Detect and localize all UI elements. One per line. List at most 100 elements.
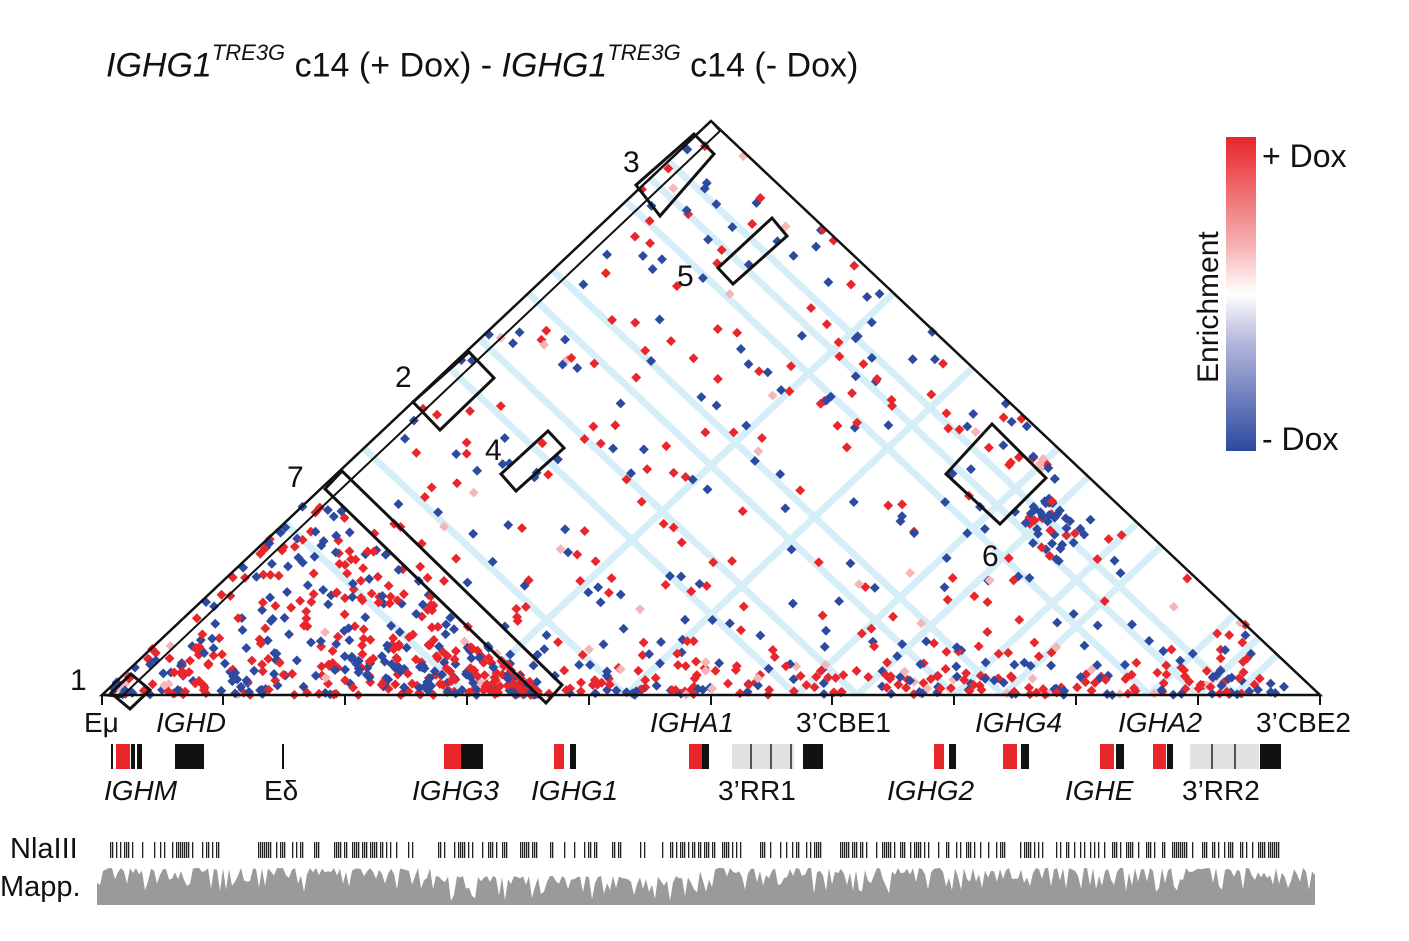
interaction-dot — [316, 661, 327, 672]
interaction-dot — [601, 670, 612, 681]
interaction-dot — [468, 487, 479, 498]
interaction-dot — [796, 330, 807, 341]
interaction-dot — [451, 449, 462, 459]
interaction-dot — [343, 623, 354, 634]
interaction-dot — [657, 254, 667, 265]
interaction-dot — [265, 592, 275, 603]
interaction-dot — [340, 675, 351, 686]
interaction-dot — [969, 591, 980, 602]
interaction-dot — [439, 521, 449, 532]
interaction-dot — [854, 579, 865, 590]
interaction-dot — [883, 500, 894, 511]
gene-block — [1116, 744, 1124, 769]
stripe — [464, 290, 897, 698]
interaction-dot — [437, 669, 447, 680]
interaction-dot — [650, 673, 661, 683]
interaction-dot — [998, 440, 1009, 451]
interaction-dot — [929, 354, 940, 365]
region-box-2 — [410, 349, 497, 433]
interaction-dot — [197, 629, 208, 640]
interaction-dot — [426, 622, 437, 633]
interaction-dot — [331, 588, 342, 598]
interaction-dot — [585, 659, 596, 670]
interaction-dot — [1092, 620, 1103, 631]
interaction-dot — [915, 659, 926, 670]
interaction-dot — [576, 677, 587, 688]
interaction-dot — [1179, 665, 1190, 676]
interaction-dot — [699, 183, 710, 194]
interaction-dot — [466, 653, 477, 664]
label-ighg4: IGHG4 — [975, 707, 1063, 738]
interaction-dot — [433, 507, 444, 518]
interaction-dot — [366, 588, 377, 599]
interaction-dot — [604, 679, 615, 690]
interaction-dot — [439, 575, 449, 586]
interaction-dot — [516, 523, 527, 534]
interaction-dot — [419, 681, 430, 692]
gene-block — [1003, 744, 1017, 769]
interaction-dot — [322, 505, 333, 515]
stripe — [647, 175, 1201, 698]
interaction-dot — [382, 640, 393, 651]
interaction-dot — [330, 665, 340, 676]
interaction-dot — [600, 268, 611, 279]
interaction-dot — [309, 551, 320, 562]
interaction-dot — [858, 359, 869, 369]
interaction-dot — [1069, 528, 1080, 539]
interaction-dot — [1024, 682, 1034, 693]
interaction-dot — [638, 637, 649, 648]
interaction-dot — [998, 412, 1009, 423]
interaction-dot — [666, 336, 676, 347]
interaction-dot — [358, 633, 369, 644]
interaction-dot — [762, 367, 773, 378]
interaction-dot — [1061, 523, 1072, 534]
interaction-dot — [1014, 614, 1025, 625]
interaction-dot — [392, 595, 403, 606]
interaction-dot — [929, 638, 939, 649]
interaction-dot — [503, 520, 514, 530]
interaction-dot — [344, 546, 355, 557]
interaction-dot — [940, 664, 951, 674]
interaction-dot — [753, 680, 763, 691]
interaction-dot — [598, 639, 609, 650]
stripe — [623, 365, 976, 698]
interaction-dot — [452, 478, 462, 489]
interaction-dot — [385, 591, 396, 602]
interaction-dot — [737, 506, 748, 517]
interaction-dot — [559, 665, 570, 676]
interaction-dot — [301, 613, 312, 624]
gene-block — [554, 744, 564, 769]
interaction-dot — [508, 338, 518, 349]
label-3cbe2: 3’CBE2 — [1256, 707, 1351, 738]
interaction-dot — [434, 679, 445, 690]
interaction-dot — [225, 590, 236, 601]
interaction-dot — [255, 548, 266, 559]
label-edelta: Eδ — [264, 775, 299, 806]
interaction-dot — [595, 597, 606, 608]
interaction-dot — [1100, 674, 1111, 685]
interaction-dot — [1025, 660, 1036, 671]
interaction-dot — [755, 630, 766, 641]
region-label-4: 4 — [485, 434, 502, 467]
interaction-dot — [1065, 516, 1075, 527]
interaction-dot — [654, 658, 665, 669]
interaction-dot — [1131, 657, 1142, 668]
interaction-dot — [208, 643, 219, 654]
track-label-nlaiii: NlaIII — [10, 833, 78, 865]
interaction-dot — [479, 670, 490, 681]
interaction-dot — [940, 497, 951, 508]
interaction-dot — [1027, 673, 1038, 684]
interaction-dot — [883, 420, 894, 431]
interaction-dot — [1061, 530, 1072, 541]
interaction-dot — [191, 613, 202, 624]
interaction-dot — [838, 670, 849, 680]
interaction-dot — [881, 682, 892, 693]
interaction-dot — [893, 679, 904, 690]
interaction-dot — [1237, 637, 1248, 648]
interaction-dot — [384, 598, 395, 609]
interaction-dot — [866, 623, 877, 634]
interaction-dot — [637, 650, 648, 661]
gene-block — [1153, 744, 1166, 769]
interaction-dot — [415, 561, 426, 572]
interaction-dot — [806, 303, 816, 313]
